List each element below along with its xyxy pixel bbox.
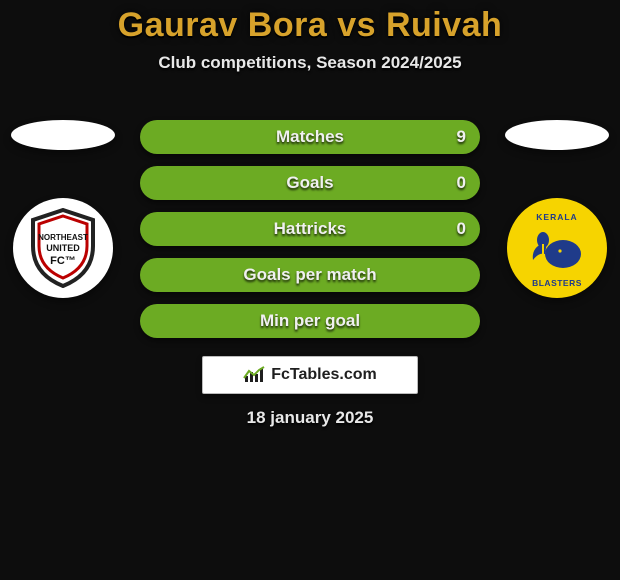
stat-right-value: 9 bbox=[457, 127, 466, 147]
svg-text:KERALA: KERALA bbox=[536, 212, 577, 222]
left-club-badge: NORTHEAST UNITED FC™ bbox=[13, 198, 113, 298]
stat-row: Goals 0 bbox=[140, 166, 480, 200]
stat-label: Goals bbox=[286, 173, 333, 193]
stat-row: Matches 9 bbox=[140, 120, 480, 154]
right-club-badge: KERALA BLASTERS bbox=[507, 198, 607, 298]
subtitle: Club competitions, Season 2024/2025 bbox=[0, 53, 620, 73]
svg-text:BLASTERS: BLASTERS bbox=[532, 278, 582, 288]
stats-rows: Matches 9 Goals 0 Hattricks 0 Goals per match M… bbox=[140, 120, 480, 350]
right-player-side: KERALA BLASTERS bbox=[502, 120, 612, 298]
svg-text:NORTHEAST: NORTHEAST bbox=[38, 233, 88, 242]
stat-label: Goals per match bbox=[243, 265, 376, 285]
stat-label: Hattricks bbox=[274, 219, 347, 239]
date-text: 18 january 2025 bbox=[0, 408, 620, 428]
left-player-photo-placeholder bbox=[11, 120, 115, 150]
stat-right-value: 0 bbox=[457, 173, 466, 193]
page-title: Gaurav Bora vs Ruivah bbox=[0, 0, 620, 45]
kerala-blasters-icon: KERALA BLASTERS bbox=[511, 202, 603, 294]
stat-right-value: 0 bbox=[457, 219, 466, 239]
svg-text:FC™: FC™ bbox=[50, 255, 76, 267]
brand-text: FcTables.com bbox=[271, 366, 377, 384]
left-player-side: NORTHEAST UNITED FC™ bbox=[8, 120, 118, 298]
stat-row: Min per goal bbox=[140, 304, 480, 338]
northeast-united-icon: NORTHEAST UNITED FC™ bbox=[23, 208, 103, 288]
chart-icon bbox=[243, 366, 265, 384]
svg-text:UNITED: UNITED bbox=[46, 243, 80, 253]
stat-row: Hattricks 0 bbox=[140, 212, 480, 246]
brand-box[interactable]: FcTables.com bbox=[202, 356, 418, 394]
stat-label: Matches bbox=[276, 127, 344, 147]
stat-row: Goals per match bbox=[140, 258, 480, 292]
stat-label: Min per goal bbox=[260, 311, 360, 331]
right-player-photo-placeholder bbox=[505, 120, 609, 150]
